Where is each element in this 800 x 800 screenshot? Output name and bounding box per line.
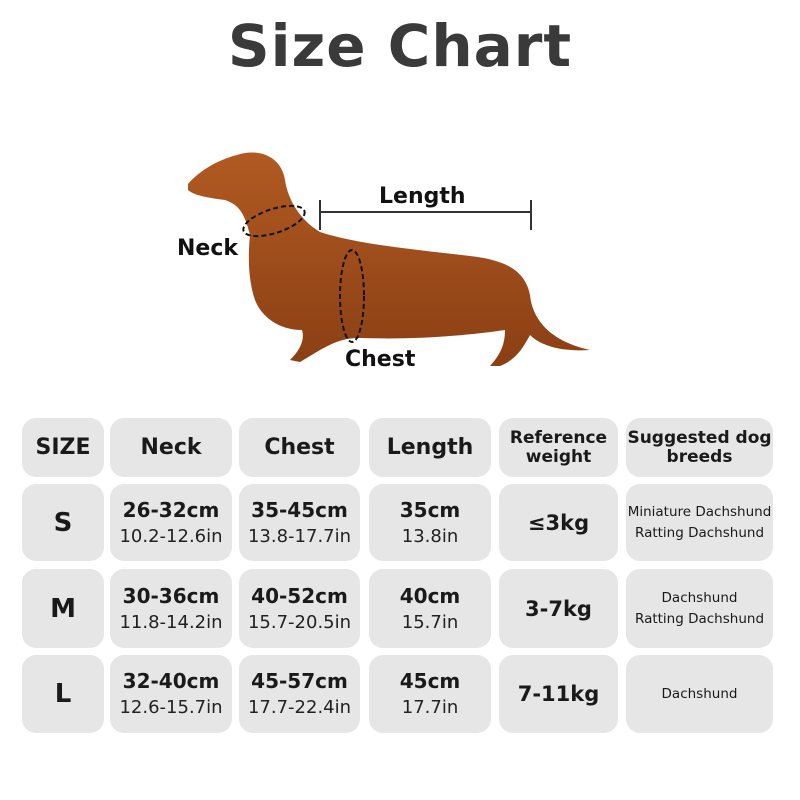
chest-measure-ring	[339, 249, 365, 343]
weight-value: 7-11kg	[517, 682, 600, 706]
length-in: 17.7in	[401, 697, 459, 718]
header-label: Suggested dog breeds	[627, 427, 772, 467]
page-title: Size Chart	[227, 12, 573, 80]
length-measure-line	[319, 200, 532, 230]
chest-cell: 45-57cm 17.7-22.4in	[239, 655, 360, 733]
header-breeds: Suggested dog breeds	[626, 418, 773, 477]
breeds-cell: Miniature Dachshund Ratting Dachshund	[626, 484, 773, 561]
size-cell: L	[22, 655, 104, 733]
neck-cm: 30-36cm	[122, 583, 220, 608]
breeds-cell: Dachshund Ratting Dachshund	[626, 569, 773, 648]
breed-name: Ratting Dachshund	[634, 610, 765, 627]
dachshund-illustration	[188, 152, 590, 366]
header-weight: Reference weight	[499, 418, 618, 477]
header-size: SIZE	[22, 418, 104, 477]
size-value: S	[53, 507, 73, 538]
breed-name: Dachshund	[661, 685, 738, 702]
length-in: 13.8in	[401, 525, 459, 547]
neck-cell: 30-36cm 11.8-14.2in	[110, 569, 232, 648]
header-chest: Chest	[239, 418, 360, 477]
chest-cell: 35-45cm 13.8-17.7in	[239, 484, 360, 561]
header-label: Reference weight	[509, 427, 608, 467]
neck-cm: 26-32cm	[122, 497, 220, 522]
weight-cell: ≤3kg	[499, 484, 618, 561]
length-cm: 40cm	[399, 583, 461, 608]
length-cm: 45cm	[399, 669, 461, 693]
neck-cm: 32-40cm	[122, 669, 220, 693]
weight-cell: 3-7kg	[499, 569, 618, 648]
header-label: Chest	[264, 435, 335, 460]
neck-label: Neck	[177, 236, 239, 261]
header-length: Length	[369, 418, 491, 477]
chest-in: 17.7-22.4in	[247, 697, 352, 718]
header-label: SIZE	[35, 435, 91, 460]
chest-cell: 40-52cm 15.7-20.5in	[239, 569, 360, 648]
chest-cm: 40-52cm	[251, 583, 348, 608]
chest-cm: 35-45cm	[251, 497, 348, 522]
header-label: Neck	[140, 435, 202, 460]
breed-name: Miniature Dachshund	[627, 503, 772, 520]
weight-cell: 7-11kg	[499, 655, 618, 733]
size-value: L	[54, 679, 72, 709]
weight-value: 3-7kg	[525, 596, 592, 621]
length-cell: 45cm 17.7in	[369, 655, 491, 733]
weight-value: ≤3kg	[527, 510, 590, 535]
header-neck: Neck	[110, 418, 232, 477]
length-in: 15.7in	[401, 611, 459, 633]
chest-in: 15.7-20.5in	[247, 611, 352, 633]
neck-cell: 26-32cm 10.2-12.6in	[110, 484, 232, 561]
size-cell: S	[22, 484, 104, 561]
chest-cm: 45-57cm	[251, 669, 348, 693]
length-label: Length	[379, 184, 466, 209]
length-cell: 40cm 15.7in	[369, 569, 491, 648]
size-cell: M	[22, 569, 104, 648]
length-cell: 35cm 13.8in	[369, 484, 491, 561]
size-value: M	[50, 593, 76, 624]
neck-in: 10.2-12.6in	[119, 525, 223, 547]
breed-name: Dachshund	[661, 589, 738, 606]
breeds-cell: Dachshund	[626, 655, 773, 733]
length-cm: 35cm	[399, 497, 461, 522]
chest-label: Chest	[345, 347, 416, 372]
neck-in: 12.6-15.7in	[119, 697, 223, 718]
chest-in: 13.8-17.7in	[247, 525, 352, 547]
neck-cell: 32-40cm 12.6-15.7in	[110, 655, 232, 733]
neck-in: 11.8-14.2in	[119, 611, 223, 633]
header-label: Length	[386, 435, 474, 460]
neck-measure-ring	[242, 204, 306, 238]
breed-name: Ratting Dachshund	[634, 524, 765, 541]
